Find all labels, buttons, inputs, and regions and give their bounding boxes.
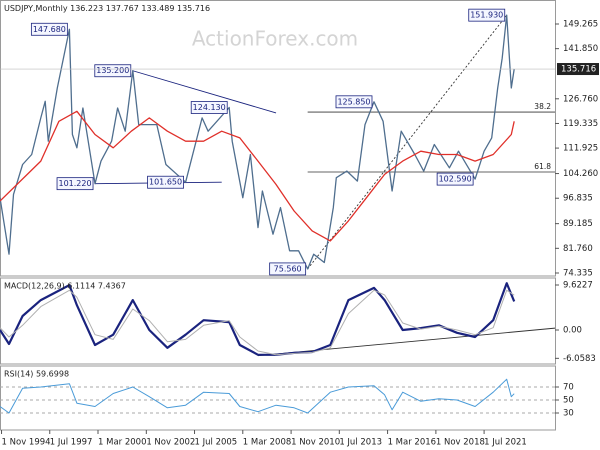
x-tick-label: 1 Nov 2010 (291, 438, 340, 448)
annotation-box (436, 172, 474, 186)
y-tick-label: 126.760 (563, 94, 598, 104)
annotation-label: 151.930 (470, 11, 503, 20)
annotation-box (56, 177, 94, 191)
annotation-box (269, 262, 307, 276)
annotation-box (335, 95, 373, 109)
annotation-label: 135.200 (96, 66, 129, 75)
panel-title: USDJPY,Monthly 136.223 137.767 133.489 1… (4, 4, 210, 13)
panel-title: MACD(12,26,9) 6.1114 7.4367 (4, 282, 126, 291)
y-tick-label: 70 (563, 382, 574, 392)
fib-label: 38.2 (534, 102, 551, 111)
y-tick-label: 30 (563, 409, 574, 419)
x-tick-label: 1 Mar 2000 (98, 438, 146, 448)
x-tick-label: 1 Nov 1994 (2, 438, 51, 448)
trendline (132, 70, 277, 114)
fib-label: 61.8 (534, 162, 551, 171)
annotation-box (190, 101, 228, 114)
annotation-box (30, 22, 68, 36)
annotation-box (94, 64, 132, 78)
series-line (0, 14, 515, 270)
y-tick-label: 50 (563, 395, 574, 405)
y-tick-label: 0.00 (563, 326, 582, 336)
annotation-label: 75.560 (274, 264, 302, 273)
annotation-box (147, 175, 184, 189)
panel-title: RSI(14) 59.6998 (4, 370, 69, 379)
y-tick-label: 119.335 (563, 119, 598, 129)
x-tick-label: 1 Jul 2013 (339, 438, 382, 448)
y-tick-label: 81.760 (563, 244, 593, 254)
annotation-label: 101.650 (149, 178, 182, 187)
y-tick-label: 149.265 (563, 20, 598, 30)
y-tick-label: -6.0583 (563, 354, 596, 364)
trendline (257, 327, 556, 357)
x-tick-label: 1 Jul 2021 (484, 438, 527, 448)
annotation-label: 102.590 (439, 175, 472, 184)
annotation-box (468, 8, 506, 22)
y-tick-label: 74.335 (563, 268, 593, 278)
x-tick-label: 1 Jul 1997 (50, 438, 93, 448)
y-tick-label: 141.850 (563, 44, 598, 54)
last-value-box (557, 63, 599, 76)
y-tick-label: 96.835 (563, 194, 593, 204)
x-tick-label: 1 Jul 2005 (195, 438, 238, 448)
panel-frame (0, 277, 556, 365)
series-line (0, 282, 516, 356)
x-tick-label: 1 Nov 2018 (436, 438, 485, 448)
annotation-label: 101.220 (58, 179, 91, 188)
y-tick-label: 104.260 (563, 169, 598, 179)
annotation-label: 125.850 (337, 97, 370, 106)
series-line (0, 289, 515, 356)
x-tick-label: 1 Mar 2008 (243, 438, 291, 448)
annotation-label: 147.680 (33, 25, 66, 34)
x-tick-label: 1 Nov 2002 (146, 438, 195, 448)
series-line (0, 378, 515, 414)
panel-frame (0, 365, 556, 431)
x-tick-label: 1 Mar 2016 (388, 438, 436, 448)
y-tick-label: 89.185 (563, 219, 593, 229)
y-tick-label: 111.925 (563, 144, 598, 154)
last-value-label: 135.716 (561, 65, 596, 75)
watermark: ActionForex.com (192, 27, 358, 51)
series-line (0, 110, 515, 242)
y-tick-label: 9.6227 (563, 281, 593, 291)
panel-frame (0, 0, 556, 277)
annotation-label: 124.130 (193, 103, 226, 112)
